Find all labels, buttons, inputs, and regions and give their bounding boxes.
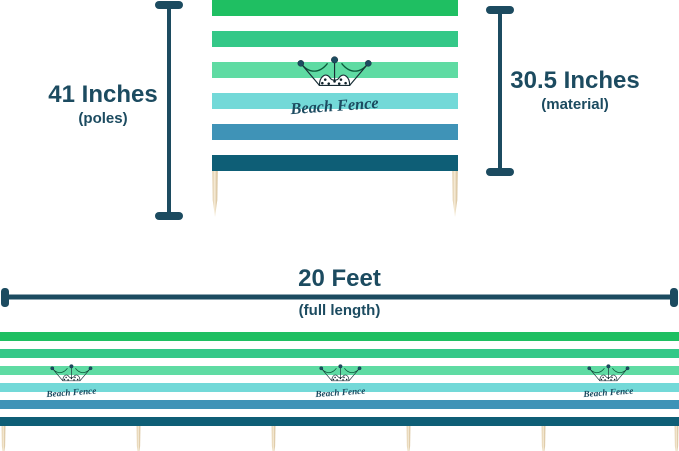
svg-text:Beach Fence: Beach Fence [45, 386, 97, 400]
svg-text:Beach Fence: Beach Fence [314, 386, 366, 400]
svg-text:Beach Fence: Beach Fence [289, 93, 379, 118]
svg-text:Beach Fence: Beach Fence [582, 386, 634, 400]
